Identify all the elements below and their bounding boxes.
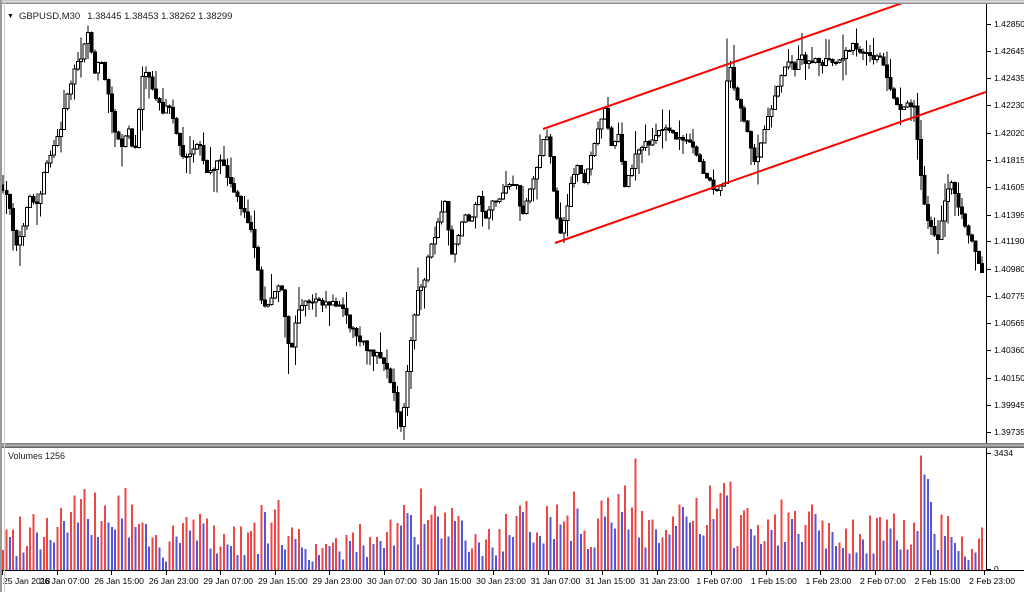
time-axis-label: 31 Jan 23:00 [639,576,690,586]
time-axis-label: 2 Feb 15:00 [914,576,961,586]
volume-scale-label: 3434 [994,448,1014,458]
symbol-title: GBPUSD,M30 [18,11,81,22]
price-axis-label: 1.41395 [994,209,1024,220]
time-axis-label: 26 Jan 07:00 [39,576,90,586]
price-axis-label: 1.41605 [994,182,1024,193]
price-axis-label: 1.42435 [994,73,1024,84]
price-axis-tick [987,323,991,325]
price-axis-label: 1.40360 [994,345,1024,356]
price-axis-tick [987,404,991,406]
price-axis-label: 1.41190 [994,236,1024,247]
time-axis-tick [111,571,112,575]
time-axis-tick [711,571,712,575]
time-axis-label: 29 Jan 15:00 [257,576,308,586]
time-axis-tick [766,571,767,575]
trendline-channel-lower[interactable] [554,91,986,244]
price-axis-tick [987,269,991,270]
time-axis-tick [493,571,494,575]
price-axis-tick [987,295,991,297]
symbol-ohlc-header: ▼ GBPUSD,M30 1.38445 1.38453 1.38262 1.382… [7,11,232,22]
price-axis-tick [987,50,991,52]
volume-axis-tick [987,453,991,454]
time-axis-label: 1 Feb 23:00 [805,576,852,586]
price-axis-label: 1.42850 [994,19,1024,29]
price-axis-tick [987,187,991,189]
price-axis-label: 1.41815 [994,154,1024,165]
price-axis-label: 1.42230 [994,100,1024,111]
pane-separator[interactable] [0,443,1024,448]
time-axis-tick [984,571,985,575]
time-axis-tick [275,571,276,575]
price-axis-tick [987,132,991,134]
window-left-bevel [0,0,2,592]
time-axis-label: 25 Jan 2018 [3,576,51,586]
price-axis-label: 1.39945 [994,399,1024,410]
price-chart-canvas[interactable] [0,4,986,443]
time-axis-label: 30 Jan 23:00 [476,576,526,586]
trend-channel-lines[interactable] [542,4,986,244]
time-axis-tick [166,571,167,575]
time-axis-tick [220,571,221,575]
candles-layer [1,25,985,440]
volume-chart-canvas[interactable] [0,448,986,570]
price-pane[interactable]: ▼ GBPUSD,M30 1.38445 1.38453 1.38262 1.382… [0,4,1024,443]
time-axis-tick [57,571,58,575]
price-axis-tick [987,78,991,80]
time-axis-label: 29 Jan 07:00 [203,576,254,586]
price-axis-tick [987,377,991,379]
time-axis-tick [438,571,439,575]
time-axis-label: 2 Feb 23:00 [969,576,1016,586]
price-axis-tick [987,105,991,107]
time-axis-tick [875,571,876,575]
volume-axis-tick [987,569,991,570]
collapse-arrow-icon[interactable]: ▼ [7,13,14,20]
price-axis-label: 1.42645 [994,45,1024,56]
time-axis-tick [548,571,549,575]
window-left-bevel-inner [4,0,5,592]
trendline-channel-upper[interactable] [542,4,908,130]
time-axis-label: 1 Feb 07:00 [696,576,743,586]
time-axis-label: 31 Jan 07:00 [530,576,581,586]
time-axis-label: 26 Jan 15:00 [94,576,144,586]
time-axis-label: 2 Feb 07:00 [860,576,906,586]
price-axis-tick [987,159,991,161]
time-axis-tick [329,571,330,575]
volume-scale-label: 0 [994,564,999,574]
volume-bars-layer [2,455,984,570]
time-axis-tick [657,571,658,575]
price-axis-tick [987,241,991,243]
volume-pane[interactable]: Volumes 1256 [0,448,1024,570]
time-axis-label: 1 Feb 15:00 [750,576,797,586]
time-axis-tick [2,571,3,575]
price-axis[interactable]: 1.42850 1.42645 1.42435 1.42230 1.42020 1.418… [986,4,1024,574]
price-axis-label: 1.40980 [994,264,1024,274]
time-axis-tick [384,571,385,575]
window-top-bevel [0,0,1024,4]
time-axis-tick [820,571,821,575]
time-axis-label: 30 Jan 07:00 [367,576,417,586]
price-axis-label: 1.42020 [994,127,1024,138]
time-axis-label: 31 Jan 15:00 [585,576,636,586]
price-axis-label: 1.40565 [994,318,1024,329]
price-axis-tick [987,432,991,434]
price-axis-label: 1.40775 [994,290,1024,301]
price-axis-label: 1.40150 [994,372,1024,383]
time-axis-label: 26 Jan 23:00 [148,576,199,586]
price-axis-label: 1.39735 [994,427,1024,438]
time-axis-label: 30 Jan 15:00 [421,576,472,586]
quote-values: 1.38445 1.38453 1.38262 1.38299 [87,11,233,22]
time-axis-label: 29 Jan 23:00 [312,576,363,586]
price-axis-tick [987,214,991,216]
price-axis-tick [987,350,991,352]
time-axis-tick [602,571,603,575]
time-axis-tick [930,571,931,575]
price-axis-tick [987,24,991,25]
time-axis[interactable]: 25 Jan 2018 26 Jan 07:00 26 Jan 15:00 26 Ja… [0,570,1024,592]
indicator-label: Volumes 1256 [8,451,66,461]
